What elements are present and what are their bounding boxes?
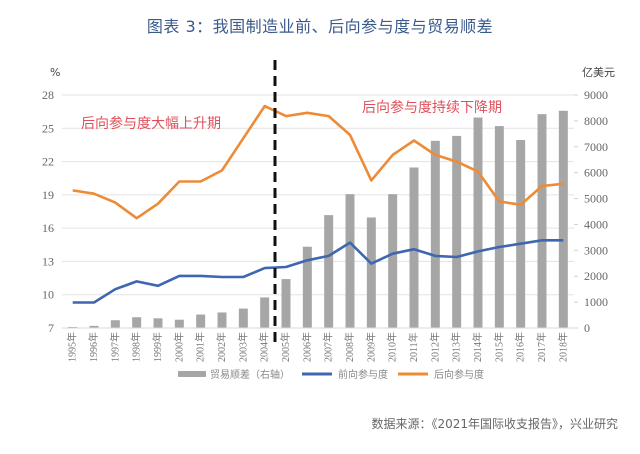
bar-trade-surplus — [558, 110, 568, 328]
bar-trade-surplus — [153, 318, 163, 328]
line-backward-participation — [72, 104, 564, 220]
bar-trade-surplus — [281, 279, 291, 328]
bar-trade-surplus — [473, 117, 483, 328]
bar-trade-surplus — [196, 314, 206, 328]
source-note: 数据来源：《2021年国际收支报告》，兴业研究 — [371, 417, 618, 431]
left-axis-unit: % — [50, 66, 60, 79]
x-tick-label: 2011年 — [407, 332, 420, 362]
right-tick-label: 4000 — [584, 217, 608, 231]
x-tick-label: 2004年 — [258, 332, 271, 362]
right-tick-label: 2000 — [584, 269, 608, 283]
bar-trade-surplus — [132, 317, 142, 328]
left-axis: 7 10 13 16 19 22 25 28 — [42, 88, 54, 335]
bar-trade-surplus — [302, 246, 312, 328]
bar-trade-surplus — [345, 194, 355, 328]
left-tick-label: 13 — [42, 254, 54, 268]
x-tick-label: 1998年 — [130, 332, 143, 362]
x-tick-label: 2016年 — [514, 332, 527, 362]
bar-trade-surplus — [260, 297, 270, 328]
left-tick-label: 22 — [42, 155, 54, 169]
bar-trade-surplus — [430, 140, 440, 328]
right-tick-label: 1000 — [584, 295, 608, 309]
x-tick-label: 2014年 — [471, 332, 484, 362]
legend: 贸易顺差（右轴） 前向参与度 后向参与度 — [178, 368, 484, 381]
x-tick-label: 2007年 — [322, 332, 335, 362]
bar-trade-surplus — [494, 126, 504, 328]
bar-trade-surplus — [324, 215, 334, 328]
right-axis-unit: 亿美元 — [582, 66, 615, 79]
x-tick-label: 2006年 — [300, 332, 313, 362]
left-tick-label: 28 — [42, 88, 54, 102]
bar-trade-surplus — [89, 325, 99, 328]
x-tick-label: 2010年 — [386, 332, 399, 362]
x-tick-label: 2001年 — [194, 332, 207, 362]
bar-trade-surplus — [388, 194, 398, 328]
x-tick-label: 2000年 — [172, 332, 185, 362]
line-forward-participation — [72, 239, 564, 304]
chart-title: 图表 3：我国制造业前、后向参与度与贸易顺差 — [146, 17, 494, 36]
bar-trade-surplus — [238, 308, 248, 328]
line-series — [72, 104, 564, 304]
left-tick-label: 25 — [42, 121, 54, 135]
x-tick-label: 1999年 — [151, 332, 164, 362]
x-tick-label: 2002年 — [215, 332, 228, 362]
x-tick-label: 2003年 — [236, 332, 249, 362]
right-tick-label: 0 — [584, 321, 590, 335]
bar-trade-surplus — [537, 114, 547, 328]
right-tick-label: 8000 — [584, 114, 608, 128]
x-tick-label: 2012年 — [428, 332, 441, 362]
annotation-decline-period: 后向参与度持续下降期 — [362, 99, 502, 116]
x-tick-label: 2009年 — [364, 332, 377, 362]
x-tick-label: 1997年 — [108, 332, 121, 362]
bar-trade-surplus — [516, 140, 526, 328]
bar-trade-surplus — [366, 217, 376, 328]
right-tick-label: 6000 — [584, 166, 608, 180]
left-tick-label: 10 — [42, 288, 54, 302]
x-tick-label: 2018年 — [556, 332, 569, 362]
left-tick-label: 16 — [42, 221, 54, 235]
bar-trade-surplus — [217, 312, 227, 328]
bar-trade-surplus — [174, 319, 184, 328]
right-axis: 0 1000 2000 3000 4000 5000 6000 7000 8000 9000 — [574, 88, 608, 335]
x-tick-label: 1996年 — [87, 332, 100, 362]
bar-trade-surplus — [409, 167, 419, 328]
x-tick-label: 2005年 — [279, 332, 292, 362]
right-tick-label: 5000 — [584, 192, 608, 206]
x-tick-label: 2015年 — [492, 332, 505, 362]
right-tick-label: 3000 — [584, 243, 608, 257]
x-tick-label: 2013年 — [450, 332, 463, 362]
legend-label-forward: 前向参与度 — [338, 368, 388, 381]
legend-swatch-trade-surplus — [178, 371, 206, 377]
right-tick-label: 9000 — [584, 88, 608, 102]
right-tick-label: 7000 — [584, 140, 608, 154]
bar-trade-surplus — [68, 326, 78, 328]
x-tick-label: 2008年 — [343, 332, 356, 362]
x-tick-label: 2017年 — [535, 332, 548, 362]
x-tick-label: 1995年 — [66, 332, 79, 362]
left-tick-label: 7 — [48, 321, 54, 335]
legend-label-trade-surplus: 贸易顺差（右轴） — [210, 368, 290, 381]
left-tick-label: 19 — [42, 188, 54, 202]
annotation-rise-period: 后向参与度大幅上升期 — [81, 115, 221, 132]
x-axis: 1995年 1996年 1997年 1998年 1999年 2000年 2001年 2002年… — [66, 332, 570, 362]
bar-trade-surplus — [110, 320, 120, 328]
legend-label-backward: 后向参与度 — [434, 368, 484, 381]
bar-series-trade-surplus — [62, 110, 574, 329]
bar-trade-surplus — [452, 135, 462, 328]
